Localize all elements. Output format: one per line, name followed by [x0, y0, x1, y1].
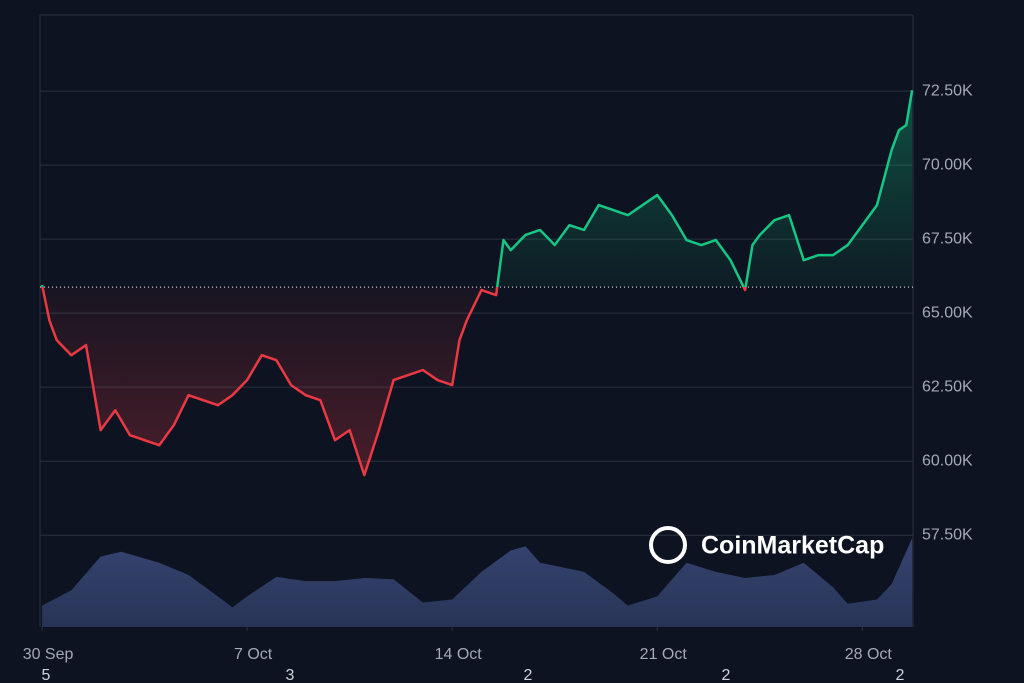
price-line [40, 89, 914, 477]
x-sublabel: 2 [524, 667, 533, 683]
watermark: CoinMarketCap [649, 526, 884, 564]
y-tick-label: 70.00K [922, 156, 973, 173]
volume-area [42, 538, 913, 627]
y-tick-label: 62.50K [922, 378, 973, 395]
x-sublabel: 5 [42, 667, 51, 683]
y-tick-label: 57.50K [922, 526, 973, 543]
x-tick-label: 28 Oct [845, 646, 893, 663]
x-tick-label: 7 Oct [234, 646, 273, 663]
y-tick-label: 72.50K [922, 82, 973, 99]
x-tick-label: 30 Sep [23, 646, 74, 663]
x-sublabel: 2 [896, 667, 905, 683]
y-tick-label: 65.00K [922, 304, 973, 321]
logo-icon [649, 526, 687, 564]
x-tick-label: 21 Oct [640, 646, 688, 663]
y-tick-label: 60.00K [922, 452, 973, 469]
watermark-text: CoinMarketCap [701, 532, 884, 560]
price-area [42, 90, 913, 476]
x-tick-label: 14 Oct [435, 646, 483, 663]
y-tick-label: 67.50K [922, 230, 973, 247]
x-sublabel: 2 [722, 667, 731, 683]
x-sublabel: 3 [286, 667, 295, 683]
